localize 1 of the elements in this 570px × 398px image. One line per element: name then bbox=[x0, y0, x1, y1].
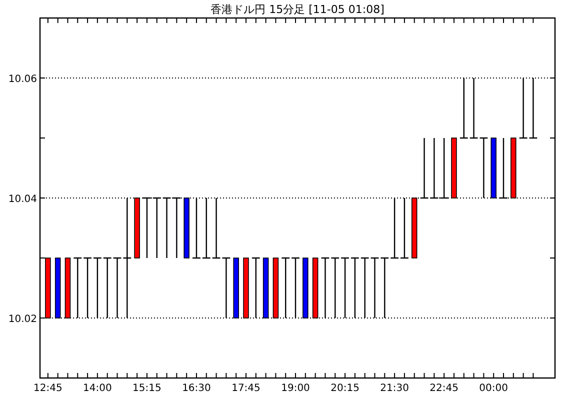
title: 香港ドル円 15分足 [11-05 01:08] bbox=[210, 3, 384, 16]
